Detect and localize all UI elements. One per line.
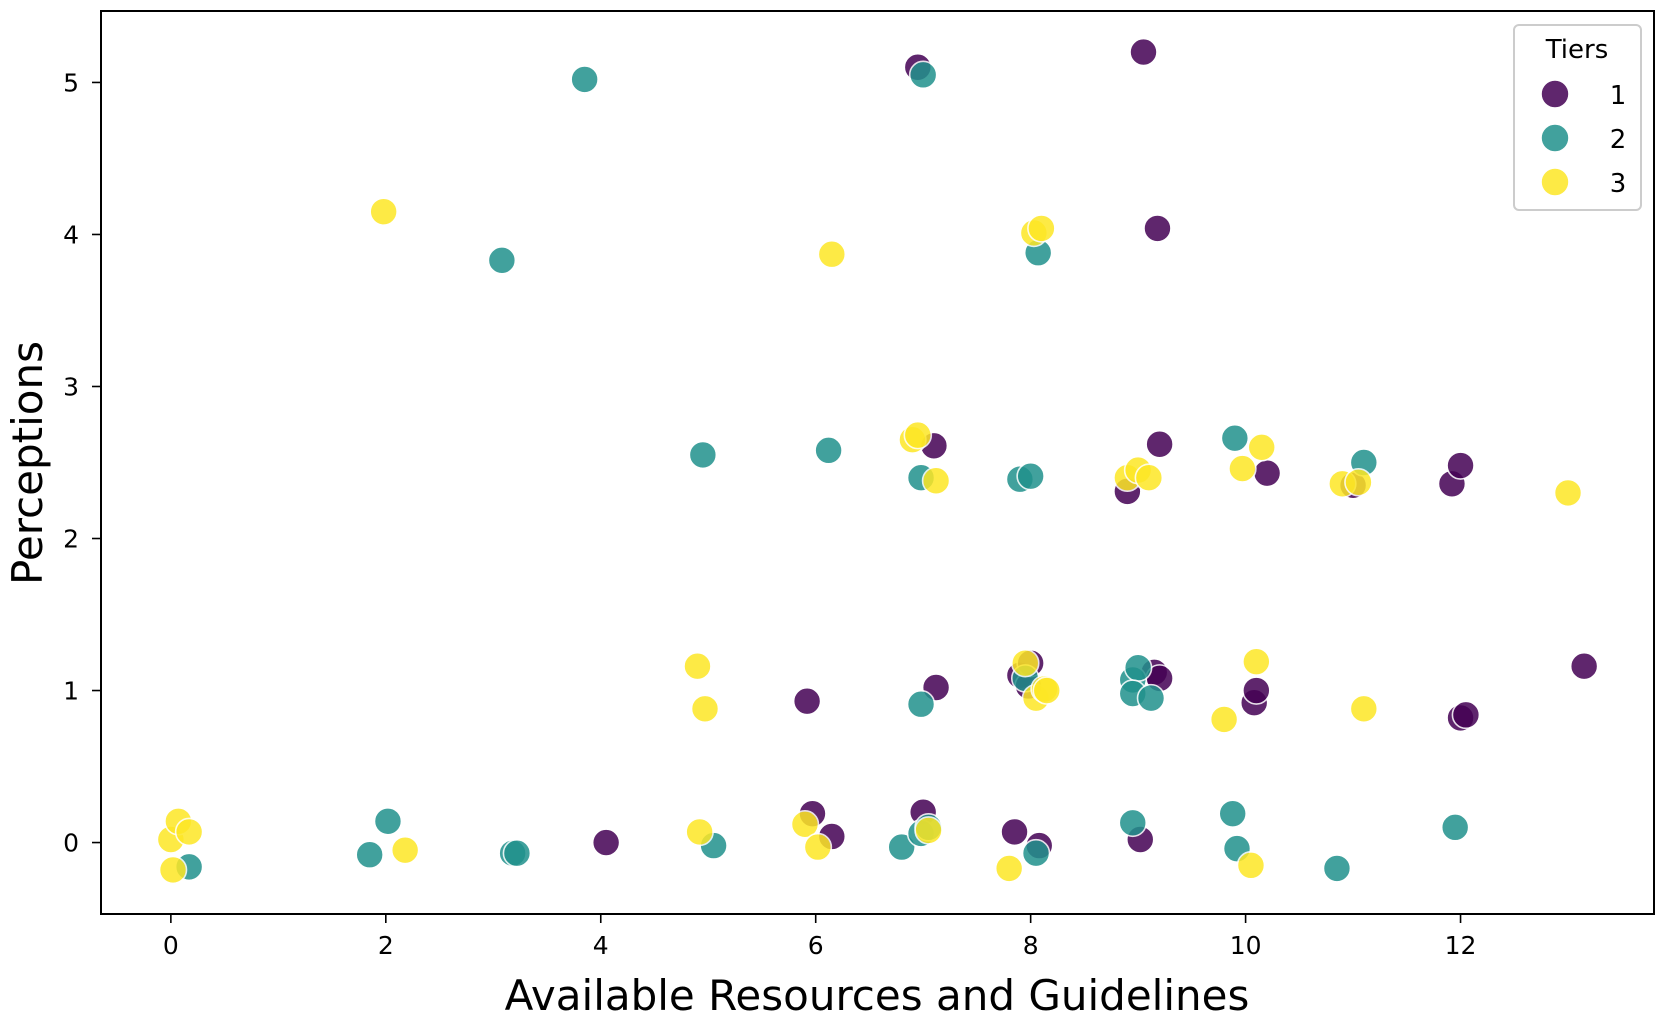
data-point-tier-3 xyxy=(1349,694,1379,724)
legend-label-tier-1: 1 xyxy=(1610,81,1627,111)
x-tick-label: 12 xyxy=(1445,931,1477,960)
data-point-tier-3 xyxy=(1010,648,1040,678)
data-point-tier-3 xyxy=(390,835,420,865)
data-point-tier-2 xyxy=(1220,423,1250,453)
data-point-tier-3 xyxy=(921,466,951,496)
y-axis-ticks: 0 1 2 3 4 5 xyxy=(63,68,101,858)
y-axis-label: Perceptions xyxy=(3,341,52,585)
data-point-tier-3 xyxy=(803,832,833,862)
data-point-tier-3 xyxy=(690,694,720,724)
data-point-tier-3 xyxy=(369,197,398,226)
x-axis-label: Available Resources and Guidelines xyxy=(505,971,1250,1020)
data-point-tier-3 xyxy=(1134,463,1164,493)
data-point-tier-3 xyxy=(1553,478,1583,508)
data-point-tier-2 xyxy=(814,436,843,465)
data-point-tier-2 xyxy=(1118,808,1148,838)
x-axis-ticks: 0 2 4 6 8 10 12 xyxy=(163,914,1477,960)
legend-marker-tier-1 xyxy=(1540,79,1570,109)
x-tick-label: 0 xyxy=(163,931,179,960)
x-tick-label: 10 xyxy=(1230,931,1262,960)
data-point-tier-2 xyxy=(906,689,936,719)
data-point-tier-1 xyxy=(1143,214,1172,243)
data-point-tier-3 xyxy=(790,810,820,839)
y-tick-label: 4 xyxy=(63,220,79,249)
legend-label-tier-2: 2 xyxy=(1610,125,1627,155)
data-point-tier-3 xyxy=(914,816,943,845)
x-tick-label: 2 xyxy=(378,931,394,960)
data-point-tier-3 xyxy=(1236,851,1266,880)
data-point-tier-2 xyxy=(373,806,403,836)
data-point-tier-3 xyxy=(1247,432,1277,462)
data-point-tier-3 xyxy=(1027,214,1056,243)
data-point-tier-2 xyxy=(570,65,599,94)
data-point-tier-2 xyxy=(1016,461,1045,491)
data-point-tier-2 xyxy=(908,60,938,90)
legend: Tiers 1 2 3 xyxy=(1513,24,1642,211)
data-point-tier-2 xyxy=(502,838,532,868)
x-tick-label: 6 xyxy=(808,931,824,960)
data-point-tier-3 xyxy=(817,239,847,269)
data-point-tier-1 xyxy=(1145,429,1174,459)
plot-frame xyxy=(100,10,1655,915)
data-point-tier-3 xyxy=(994,854,1024,883)
legend-label-tier-3: 3 xyxy=(1610,169,1627,199)
data-point-tier-3 xyxy=(1344,467,1373,497)
y-tick-label: 1 xyxy=(63,677,79,706)
data-point-tier-1 xyxy=(1242,676,1271,705)
y-tick-label: 2 xyxy=(63,525,79,554)
data-point-tier-2 xyxy=(1218,799,1248,828)
data-point-tier-3 xyxy=(174,817,204,847)
y-tick-label: 5 xyxy=(63,68,79,97)
data-point-tier-1 xyxy=(1252,458,1282,488)
data-point-tier-1 xyxy=(1569,651,1599,681)
data-point-tier-2 xyxy=(887,832,916,862)
data-point-tier-2 xyxy=(1021,838,1051,868)
x-tick-label: 4 xyxy=(593,931,609,960)
legend-box xyxy=(1513,24,1642,211)
data-point-tier-1 xyxy=(1451,700,1481,730)
data-point-tier-1 xyxy=(792,686,822,716)
data-point-tier-3 xyxy=(903,420,933,450)
data-point-tier-3 xyxy=(158,855,188,885)
data-point-tier-1 xyxy=(1000,817,1029,847)
data-point-tier-2 xyxy=(355,840,384,870)
data-point-tier-2 xyxy=(1322,854,1352,883)
data-point-tier-3 xyxy=(683,651,712,681)
y-tick-label: 0 xyxy=(63,829,79,858)
data-point-tier-2 xyxy=(1440,813,1470,842)
data-point-tier-3 xyxy=(1032,676,1062,705)
data-point-tier-3 xyxy=(1228,454,1257,483)
legend-marker-tier-3 xyxy=(1540,167,1570,197)
data-point-tier-1 xyxy=(591,828,621,857)
legend-marker-tier-2 xyxy=(1540,123,1570,153)
data-point-tier-3 xyxy=(1209,705,1239,734)
legend-title: Tiers xyxy=(1545,35,1609,65)
data-point-tier-1 xyxy=(1129,37,1158,67)
data-point-tier-2 xyxy=(1136,683,1166,713)
data-point-tier-3 xyxy=(1242,647,1271,676)
points-layer xyxy=(156,37,1599,885)
data-point-tier-2 xyxy=(487,246,517,275)
y-tick-label: 3 xyxy=(63,372,79,401)
legend-items: 1 2 3 xyxy=(1540,79,1627,199)
data-point-tier-2 xyxy=(1123,653,1153,683)
x-tick-label: 8 xyxy=(1023,931,1039,960)
data-point-tier-2 xyxy=(688,440,718,470)
data-point-tier-1 xyxy=(1446,451,1475,480)
data-point-tier-3 xyxy=(685,817,714,847)
